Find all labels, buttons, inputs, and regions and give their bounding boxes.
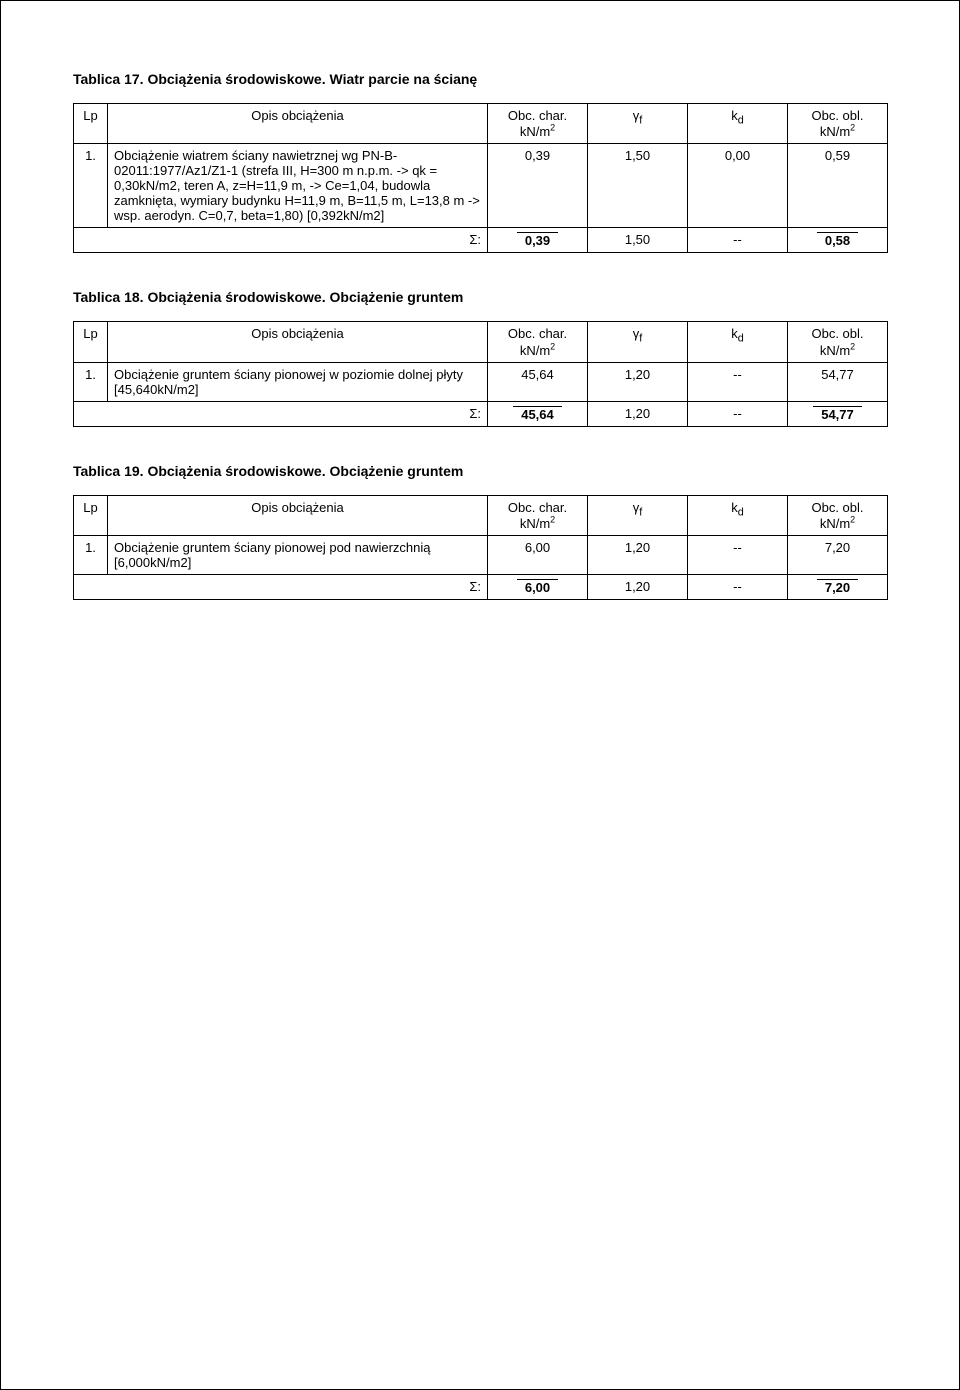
col-kd: kd [688, 104, 788, 144]
sum-char: 45,64 [488, 401, 588, 426]
load-table: Lp Opis obciążenia Obc. char. kN/m2 γf k… [73, 321, 888, 426]
table-header-row: Lp Opis obciążenia Obc. char. kN/m2 γf k… [74, 104, 888, 144]
col-gamma: γf [588, 104, 688, 144]
col-kd: kd [688, 495, 788, 535]
col-lp: Lp [74, 495, 108, 535]
col-obl: Obc. obl. kN/m2 [788, 104, 888, 144]
col-char-unit: kN/m2 [520, 516, 555, 531]
table-sum-row: Σ: 6,00 1,20 -- 7,20 [74, 574, 888, 599]
col-char-label: Obc. char. [508, 108, 567, 123]
col-char-label: Obc. char. [508, 326, 567, 341]
cell-char: 45,64 [488, 362, 588, 401]
sum-kd: -- [688, 228, 788, 253]
sum-obl-val: 7,20 [817, 579, 858, 595]
col-char: Obc. char. kN/m2 [488, 104, 588, 144]
sum-obl: 7,20 [788, 574, 888, 599]
col-char: Obc. char. kN/m2 [488, 322, 588, 362]
col-char-label: Obc. char. [508, 500, 567, 515]
col-opis: Opis obciążenia [108, 495, 488, 535]
col-gamma: γf [588, 322, 688, 362]
cell-lp: 1. [74, 535, 108, 574]
sum-char: 0,39 [488, 228, 588, 253]
col-obl-label: Obc. obl. [811, 326, 863, 341]
col-obl-unit: kN/m2 [820, 124, 855, 139]
cell-char: 0,39 [488, 144, 588, 228]
sum-char-val: 45,64 [513, 406, 562, 422]
load-table: Lp Opis obciążenia Obc. char. kN/m2 γf k… [73, 495, 888, 600]
table-title: Tablica 19. Obciążenia środowiskowe. Obc… [73, 463, 887, 479]
col-kd: kd [688, 322, 788, 362]
sum-gamma: 1,20 [588, 574, 688, 599]
col-obl-unit: kN/m2 [820, 516, 855, 531]
col-char-unit: kN/m2 [520, 124, 555, 139]
col-obl-label: Obc. obl. [811, 500, 863, 515]
table-row: 1. Obciążenie wiatrem ściany nawietrznej… [74, 144, 888, 228]
col-opis: Opis obciążenia [108, 104, 488, 144]
sum-obl: 0,58 [788, 228, 888, 253]
sum-obl: 54,77 [788, 401, 888, 426]
cell-gamma: 1,50 [588, 144, 688, 228]
table-title: Tablica 18. Obciążenia środowiskowe. Obc… [73, 289, 887, 305]
col-opis: Opis obciążenia [108, 322, 488, 362]
cell-lp: 1. [74, 362, 108, 401]
col-char: Obc. char. kN/m2 [488, 495, 588, 535]
cell-kd: 0,00 [688, 144, 788, 228]
sigma-label: Σ: [74, 228, 488, 253]
cell-char: 6,00 [488, 535, 588, 574]
cell-kd: -- [688, 535, 788, 574]
page: Tablica 17. Obciążenia środowiskowe. Wia… [0, 0, 960, 1390]
col-obl-label: Obc. obl. [811, 108, 863, 123]
load-table: Lp Opis obciążenia Obc. char. kN/m2 γf k… [73, 103, 888, 253]
sigma-label: Σ: [74, 401, 488, 426]
table-header-row: Lp Opis obciążenia Obc. char. kN/m2 γf k… [74, 495, 888, 535]
cell-gamma: 1,20 [588, 535, 688, 574]
cell-kd: -- [688, 362, 788, 401]
cell-opis: Obciążenie gruntem ściany pionowej pod n… [108, 535, 488, 574]
cell-obl: 0,59 [788, 144, 888, 228]
col-gamma: γf [588, 495, 688, 535]
table-header-row: Lp Opis obciążenia Obc. char. kN/m2 γf k… [74, 322, 888, 362]
sum-kd: -- [688, 574, 788, 599]
cell-opis: Obciążenie wiatrem ściany nawietrznej wg… [108, 144, 488, 228]
table-row: 1. Obciążenie gruntem ściany pionowej po… [74, 535, 888, 574]
sum-kd: -- [688, 401, 788, 426]
col-char-unit: kN/m2 [520, 343, 555, 358]
sum-char-val: 0,39 [517, 232, 558, 248]
table-sum-row: Σ: 45,64 1,20 -- 54,77 [74, 401, 888, 426]
sum-obl-val: 54,77 [813, 406, 862, 422]
cell-lp: 1. [74, 144, 108, 228]
sigma-label: Σ: [74, 574, 488, 599]
cell-obl: 7,20 [788, 535, 888, 574]
cell-gamma: 1,20 [588, 362, 688, 401]
table-title: Tablica 17. Obciążenia środowiskowe. Wia… [73, 71, 887, 87]
cell-obl: 54,77 [788, 362, 888, 401]
sum-obl-val: 0,58 [817, 232, 858, 248]
col-obl: Obc. obl. kN/m2 [788, 322, 888, 362]
table-row: 1. Obciążenie gruntem ściany pionowej w … [74, 362, 888, 401]
col-obl: Obc. obl. kN/m2 [788, 495, 888, 535]
sum-char: 6,00 [488, 574, 588, 599]
table-sum-row: Σ: 0,39 1,50 -- 0,58 [74, 228, 888, 253]
col-obl-unit: kN/m2 [820, 343, 855, 358]
cell-opis: Obciążenie gruntem ściany pionowej w poz… [108, 362, 488, 401]
sum-gamma: 1,50 [588, 228, 688, 253]
sum-gamma: 1,20 [588, 401, 688, 426]
sum-char-val: 6,00 [517, 579, 558, 595]
col-lp: Lp [74, 104, 108, 144]
col-lp: Lp [74, 322, 108, 362]
